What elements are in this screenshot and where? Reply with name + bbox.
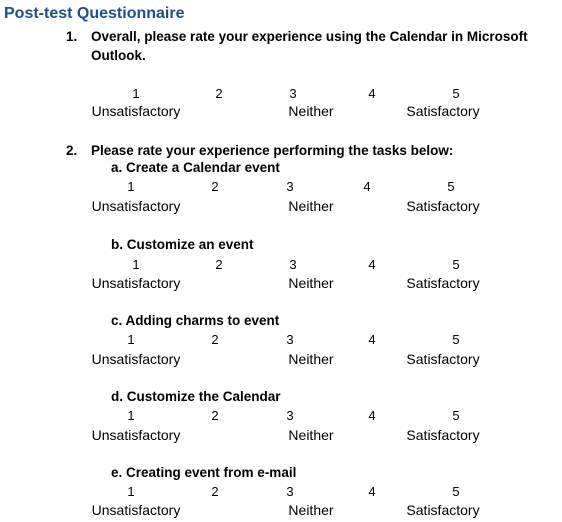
subitem-a-text: Create a Calendar event [126,160,280,175]
scale-number-5[interactable]: 5 [452,257,460,272]
scale-label-satisfactory: Satisfactory [406,351,480,367]
subitem-b: b. Customize an event [111,237,254,252]
scale-label-neither: Neither [288,275,334,291]
question-1-line2: Outlook. [91,48,146,63]
scale-number-5[interactable]: 5 [452,332,460,347]
scale-number-1[interactable]: 1 [127,484,135,499]
scale-number-5[interactable]: 5 [452,484,460,499]
question-2: 2. [66,141,77,160]
scale-number-4[interactable]: 4 [368,484,376,499]
scale-number-2[interactable]: 2 [215,257,223,272]
question-1-number: 1. [66,29,78,44]
scale-number-4[interactable]: 4 [368,332,376,347]
scale-number-4[interactable]: 4 [368,257,376,272]
question-2-number: 2. [66,143,78,158]
scale-label-satisfactory: Satisfactory [406,502,480,518]
subitem-c-letter: c. [111,313,123,328]
scale-label-unsatisfactory: Unsatisfactory [91,502,181,518]
scale-number-5[interactable]: 5 [452,86,460,101]
scale-number-3[interactable]: 3 [286,332,294,347]
scale-number-5[interactable]: 5 [452,408,460,423]
scale-number-2[interactable]: 2 [211,179,219,194]
scale-label-neither: Neither [288,351,334,367]
question-1-text: Overall, please rate your experience usi… [91,27,528,65]
subitem-e: e. Creating event from e-mail [111,465,296,480]
scale-number-3[interactable]: 3 [286,408,294,423]
subitem-d-text: Customize the Calendar [126,389,281,404]
scale-label-neither: Neither [288,502,334,518]
scale-label-neither: Neither [288,427,334,443]
subitem-a: a. Create a Calendar event [111,160,280,175]
scale-number-3[interactable]: 3 [289,257,297,272]
scale-label-satisfactory: Satisfactory [406,198,480,214]
subitem-c-text: Adding charms to event [125,313,280,328]
scale-number-1[interactable]: 1 [132,257,140,272]
subitem-e-text: Creating event from e-mail [126,465,297,480]
subitem-d: d. Customize the Calendar [111,389,281,404]
question-1-line1: Overall, please rate your experience usi… [91,29,528,44]
subitem-a-letter: a. [111,160,123,175]
question-2-text: Please rate your experience performing t… [91,143,454,158]
page-title: Post-test Questionnaire [4,5,185,22]
scale-number-2[interactable]: 2 [211,408,219,423]
subitem-c: c. Adding charms to event [111,313,279,328]
scale-label-satisfactory: Satisfactory [406,275,480,291]
scale-number-4[interactable]: 4 [363,179,371,194]
scale-label-unsatisfactory: Unsatisfactory [91,198,181,214]
scale-label-satisfactory: Satisfactory [406,103,480,119]
scale-label-neither: Neither [288,103,334,119]
scale-label-unsatisfactory: Unsatisfactory [91,351,181,367]
scale-number-2[interactable]: 2 [211,484,219,499]
scale-label-satisfactory: Satisfactory [406,427,480,443]
scale-number-2[interactable]: 2 [215,86,223,101]
scale-number-1[interactable]: 1 [127,332,135,347]
scale-number-1[interactable]: 1 [127,179,135,194]
subitem-e-letter: e. [111,465,123,480]
scale-label-unsatisfactory: Unsatisfactory [91,275,181,291]
scale-number-5[interactable]: 5 [447,179,455,194]
question-1: 1. [66,27,77,46]
subitem-d-letter: d. [111,389,123,404]
scale-label-unsatisfactory: Unsatisfactory [91,103,181,119]
scale-number-2[interactable]: 2 [211,332,219,347]
scale-number-1[interactable]: 1 [132,86,140,101]
scale-number-4[interactable]: 4 [368,408,376,423]
subitem-b-text: Customize an event [126,237,254,252]
scale-number-3[interactable]: 3 [289,86,297,101]
scale-number-1[interactable]: 1 [127,408,135,423]
scale-label-neither: Neither [288,198,334,214]
scale-number-3[interactable]: 3 [286,179,294,194]
scale-number-3[interactable]: 3 [286,484,294,499]
subitem-b-letter: b. [111,237,123,252]
scale-label-unsatisfactory: Unsatisfactory [91,427,181,443]
scale-number-4[interactable]: 4 [368,86,376,101]
